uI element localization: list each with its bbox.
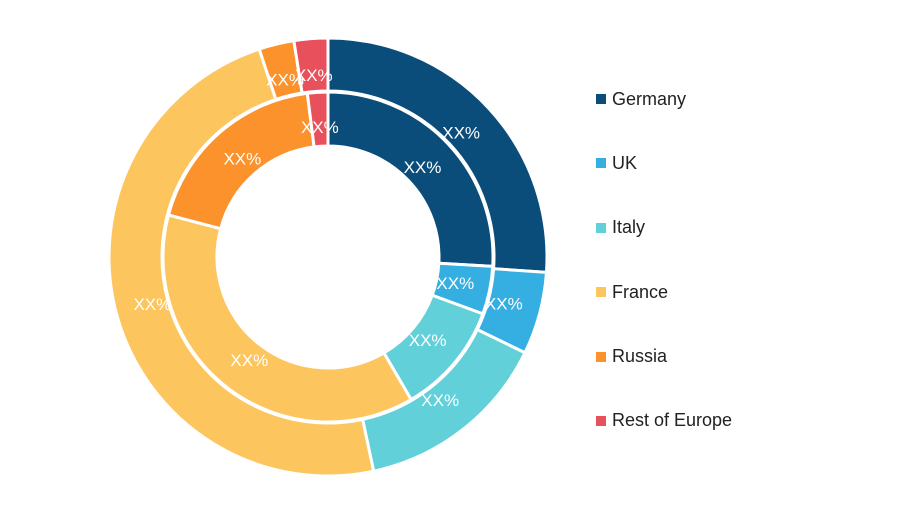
legend-item-france: France — [596, 277, 732, 307]
chart-legend: Germany UK Italy France Russia Rest of Europe — [596, 84, 732, 470]
legend-swatch — [596, 222, 606, 233]
outer-label-russia: XX% — [266, 71, 304, 90]
inner-slice-rest-of-europe — [305, 90, 330, 149]
legend-swatch — [596, 287, 606, 298]
legend-label: Russia — [612, 346, 668, 367]
inner-slice-france — [161, 213, 413, 424]
legend-item-rest-of-europe: Rest of Europe — [596, 406, 732, 436]
nested-donut-chart: XX%XX%XX%XX%XX%XX%XX%XX%XX%XX%XX%XX% — [107, 36, 549, 478]
legend-item-italy: Italy — [596, 213, 732, 243]
inner-label-uk: XX% — [436, 274, 474, 293]
legend-label: France — [612, 281, 669, 302]
legend-item-russia: Russia — [596, 342, 732, 372]
legend-label: UK — [612, 152, 638, 173]
legend-item-germany: Germany — [596, 84, 732, 114]
outer-label-uk: XX% — [485, 295, 523, 314]
legend-label: Rest of Europe — [612, 410, 733, 431]
outer-label-italy: XX% — [421, 391, 459, 410]
legend-label: Italy — [612, 217, 646, 238]
inner-slice-germany — [326, 90, 495, 268]
inner-ring — [161, 90, 495, 424]
outer-label-rest-of-europe: XX% — [295, 66, 333, 85]
inner-label-italy: XX% — [409, 331, 447, 350]
legend-swatch — [596, 415, 606, 426]
inner-label-russia: XX% — [223, 150, 261, 169]
inner-label-rest-of-europe: XX% — [301, 118, 339, 137]
legend-swatch — [596, 351, 606, 362]
legend-swatch — [596, 158, 606, 169]
legend-swatch — [596, 94, 606, 104]
inner-label-germany: XX% — [404, 158, 442, 177]
outer-label-germany: XX% — [442, 123, 480, 142]
slice-labels: XX%XX%XX%XX%XX%XX%XX%XX%XX%XX%XX%XX% — [133, 66, 522, 410]
inner-label-france: XX% — [230, 351, 268, 370]
outer-label-france: XX% — [133, 295, 171, 314]
legend-label: Germany — [612, 88, 687, 109]
legend-item-uk: UK — [596, 148, 732, 178]
